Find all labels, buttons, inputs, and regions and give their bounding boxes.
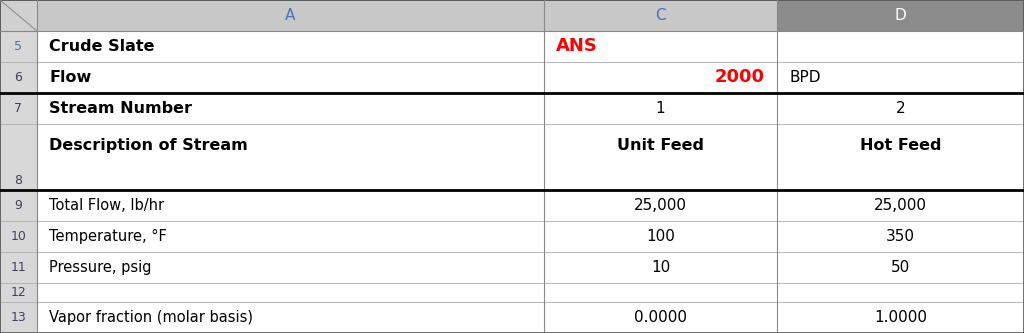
Bar — [0, 252, 37, 283]
Bar — [0, 62, 37, 93]
Text: 9: 9 — [14, 199, 23, 212]
Text: Unit Feed: Unit Feed — [617, 138, 703, 153]
Text: 13: 13 — [10, 311, 27, 324]
Text: D: D — [895, 8, 906, 23]
Bar — [37, 252, 544, 283]
Bar — [777, 31, 1024, 62]
Text: Total Flow, lb/hr: Total Flow, lb/hr — [49, 198, 164, 213]
Text: Flow: Flow — [49, 70, 91, 85]
Text: 0.0000: 0.0000 — [634, 310, 687, 325]
Text: 7: 7 — [14, 102, 23, 115]
Bar — [0, 93, 37, 124]
Bar — [544, 62, 777, 93]
Text: 5: 5 — [14, 40, 23, 53]
Bar — [0, 221, 37, 252]
Text: 12: 12 — [10, 286, 27, 299]
Bar — [0, 302, 37, 333]
Bar — [777, 221, 1024, 252]
Text: A: A — [285, 8, 296, 23]
Bar — [544, 302, 777, 333]
Bar — [544, 93, 777, 124]
Bar — [0, 124, 37, 190]
Text: 10: 10 — [651, 260, 670, 275]
Bar — [0, 0, 37, 31]
Bar — [777, 0, 1024, 31]
Bar — [0, 190, 37, 221]
Bar — [37, 93, 544, 124]
Text: 350: 350 — [886, 229, 915, 244]
Text: Stream Number: Stream Number — [49, 101, 193, 116]
Text: Pressure, psig: Pressure, psig — [49, 260, 152, 275]
Bar — [37, 190, 544, 221]
Bar — [544, 252, 777, 283]
Bar — [777, 283, 1024, 302]
Bar — [777, 62, 1024, 93]
Text: ANS: ANS — [556, 38, 598, 56]
Bar — [37, 283, 544, 302]
Text: 2: 2 — [896, 101, 905, 116]
Text: Crude Slate: Crude Slate — [49, 39, 155, 54]
Text: 2000: 2000 — [715, 69, 765, 87]
Bar — [37, 0, 544, 31]
Text: 10: 10 — [10, 230, 27, 243]
Bar — [777, 190, 1024, 221]
Bar — [544, 221, 777, 252]
Text: BPD: BPD — [790, 70, 821, 85]
Bar — [544, 124, 777, 190]
Text: 11: 11 — [10, 261, 27, 274]
Bar — [777, 252, 1024, 283]
Text: Description of Stream: Description of Stream — [49, 138, 248, 153]
Bar — [37, 62, 544, 93]
Text: 6: 6 — [14, 71, 23, 84]
Bar — [777, 93, 1024, 124]
Bar — [544, 283, 777, 302]
Text: Vapor fraction (molar basis): Vapor fraction (molar basis) — [49, 310, 253, 325]
Bar — [37, 221, 544, 252]
Text: 25,000: 25,000 — [634, 198, 687, 213]
Text: 8: 8 — [14, 174, 23, 187]
Text: 50: 50 — [891, 260, 910, 275]
Text: C: C — [655, 8, 666, 23]
Text: 25,000: 25,000 — [874, 198, 927, 213]
Bar — [0, 283, 37, 302]
Text: 1.0000: 1.0000 — [874, 310, 927, 325]
Text: Hot Feed: Hot Feed — [860, 138, 941, 153]
Bar — [37, 124, 544, 190]
Bar — [37, 302, 544, 333]
Text: 100: 100 — [646, 229, 675, 244]
Bar — [0, 31, 37, 62]
Bar — [777, 124, 1024, 190]
Text: 1: 1 — [655, 101, 666, 116]
Bar — [544, 31, 777, 62]
Text: Temperature, °F: Temperature, °F — [49, 229, 167, 244]
Bar — [37, 31, 544, 62]
Bar — [544, 190, 777, 221]
Bar — [777, 302, 1024, 333]
Bar — [544, 0, 777, 31]
